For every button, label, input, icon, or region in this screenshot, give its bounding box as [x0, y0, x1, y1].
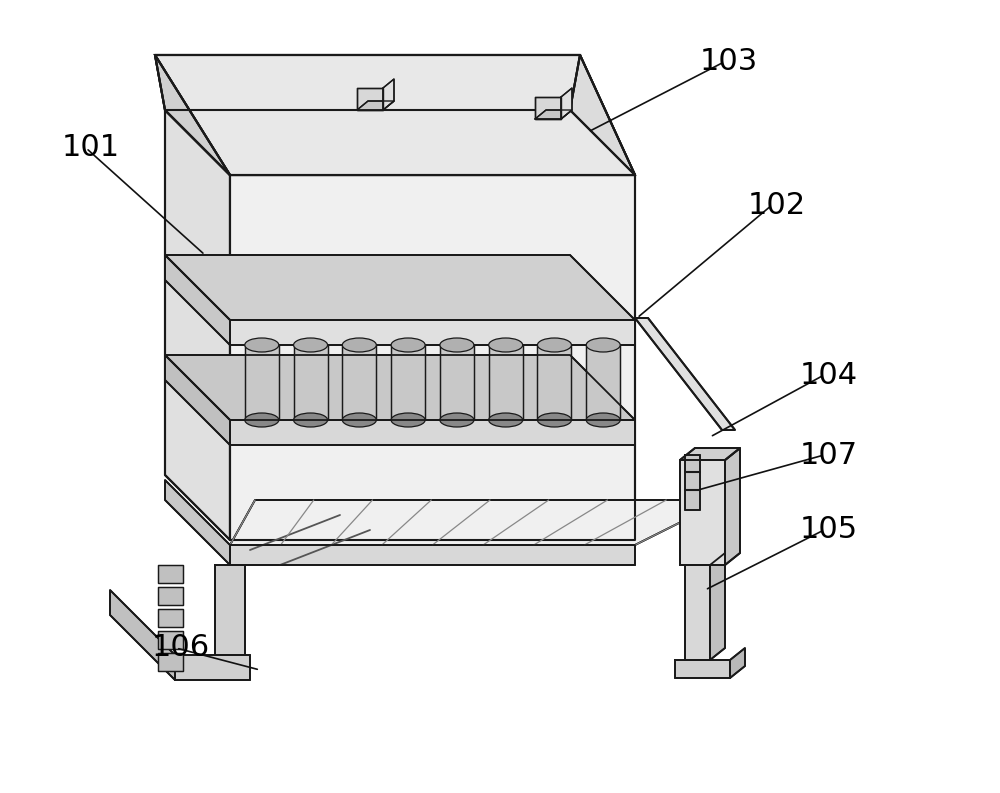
Polygon shape	[391, 345, 425, 420]
Polygon shape	[158, 565, 183, 583]
Polygon shape	[357, 101, 394, 110]
Polygon shape	[685, 565, 710, 660]
Polygon shape	[680, 460, 725, 565]
Polygon shape	[158, 653, 183, 671]
Ellipse shape	[391, 413, 425, 427]
Polygon shape	[342, 345, 376, 420]
Text: 103: 103	[700, 48, 758, 76]
Polygon shape	[215, 565, 245, 655]
Polygon shape	[710, 553, 725, 660]
Polygon shape	[535, 110, 572, 119]
Polygon shape	[110, 590, 175, 680]
Polygon shape	[230, 320, 635, 345]
Ellipse shape	[440, 338, 474, 352]
Polygon shape	[165, 355, 230, 445]
Polygon shape	[230, 500, 725, 545]
Polygon shape	[230, 175, 635, 540]
Text: 106: 106	[152, 634, 210, 662]
Polygon shape	[680, 448, 740, 460]
Polygon shape	[165, 110, 230, 540]
Ellipse shape	[391, 338, 425, 352]
Ellipse shape	[440, 413, 474, 427]
Text: 105: 105	[800, 515, 858, 545]
Polygon shape	[357, 88, 383, 110]
Ellipse shape	[342, 338, 376, 352]
Polygon shape	[561, 88, 572, 119]
Polygon shape	[158, 631, 183, 649]
Ellipse shape	[537, 413, 571, 427]
Text: 104: 104	[800, 361, 858, 389]
Ellipse shape	[294, 338, 328, 352]
Ellipse shape	[245, 338, 279, 352]
Polygon shape	[175, 655, 250, 680]
Text: 102: 102	[748, 190, 806, 220]
Polygon shape	[537, 345, 571, 420]
Ellipse shape	[294, 413, 328, 427]
Polygon shape	[535, 97, 561, 119]
Polygon shape	[230, 545, 635, 565]
Ellipse shape	[586, 338, 620, 352]
Ellipse shape	[245, 413, 279, 427]
Polygon shape	[570, 55, 635, 175]
Polygon shape	[158, 609, 183, 627]
Text: 101: 101	[62, 133, 120, 163]
Polygon shape	[165, 355, 635, 420]
Polygon shape	[725, 448, 740, 565]
Polygon shape	[165, 255, 230, 345]
Ellipse shape	[489, 338, 523, 352]
Polygon shape	[675, 660, 730, 678]
Ellipse shape	[586, 413, 620, 427]
Polygon shape	[294, 345, 328, 420]
Polygon shape	[245, 345, 279, 420]
Polygon shape	[489, 345, 523, 420]
Polygon shape	[635, 318, 735, 430]
Polygon shape	[383, 79, 394, 110]
Polygon shape	[155, 55, 635, 175]
Polygon shape	[155, 55, 230, 175]
Polygon shape	[730, 648, 745, 678]
Polygon shape	[165, 255, 635, 320]
Polygon shape	[440, 345, 474, 420]
Polygon shape	[165, 480, 230, 565]
Polygon shape	[685, 455, 700, 510]
Polygon shape	[155, 55, 580, 110]
Polygon shape	[230, 420, 635, 445]
Ellipse shape	[342, 413, 376, 427]
Text: 107: 107	[800, 440, 858, 469]
Ellipse shape	[489, 413, 523, 427]
Polygon shape	[165, 110, 635, 175]
Ellipse shape	[537, 338, 571, 352]
Polygon shape	[586, 345, 620, 420]
Polygon shape	[158, 587, 183, 605]
